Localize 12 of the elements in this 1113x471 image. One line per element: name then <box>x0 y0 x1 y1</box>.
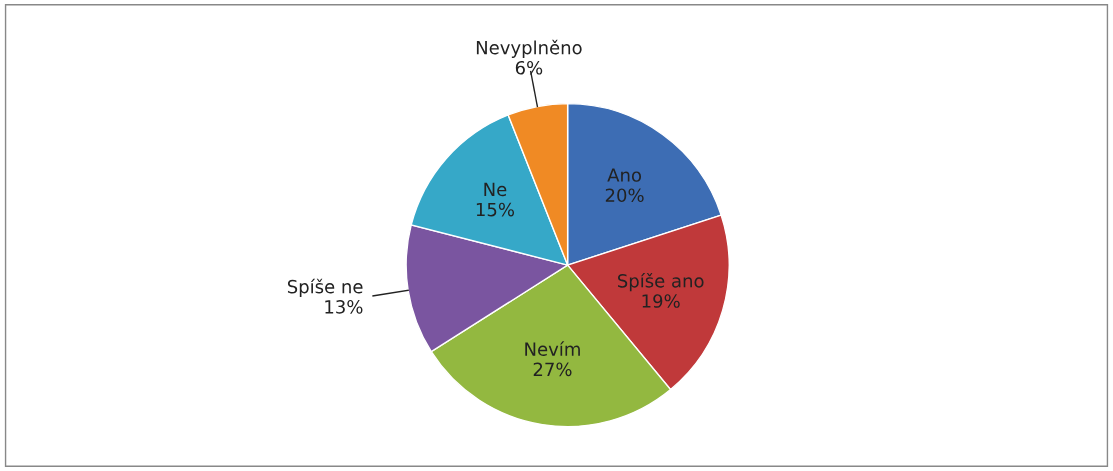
data-label: 13% <box>325 300 363 314</box>
slice-label: Nevyplněno <box>476 39 582 58</box>
data-label: 19% <box>642 294 680 308</box>
slice-label: Ano <box>607 168 642 182</box>
data-label: 27% <box>533 362 572 377</box>
slice-label: Nevím <box>525 341 580 356</box>
data-label: 15% <box>476 202 515 217</box>
slice-label: Ne <box>484 182 507 197</box>
slice-label: Spíše ne <box>287 278 363 297</box>
data-label: 6% <box>515 60 543 75</box>
slice-label: Spíše ano <box>617 272 704 292</box>
data-label: 20% <box>605 188 644 203</box>
